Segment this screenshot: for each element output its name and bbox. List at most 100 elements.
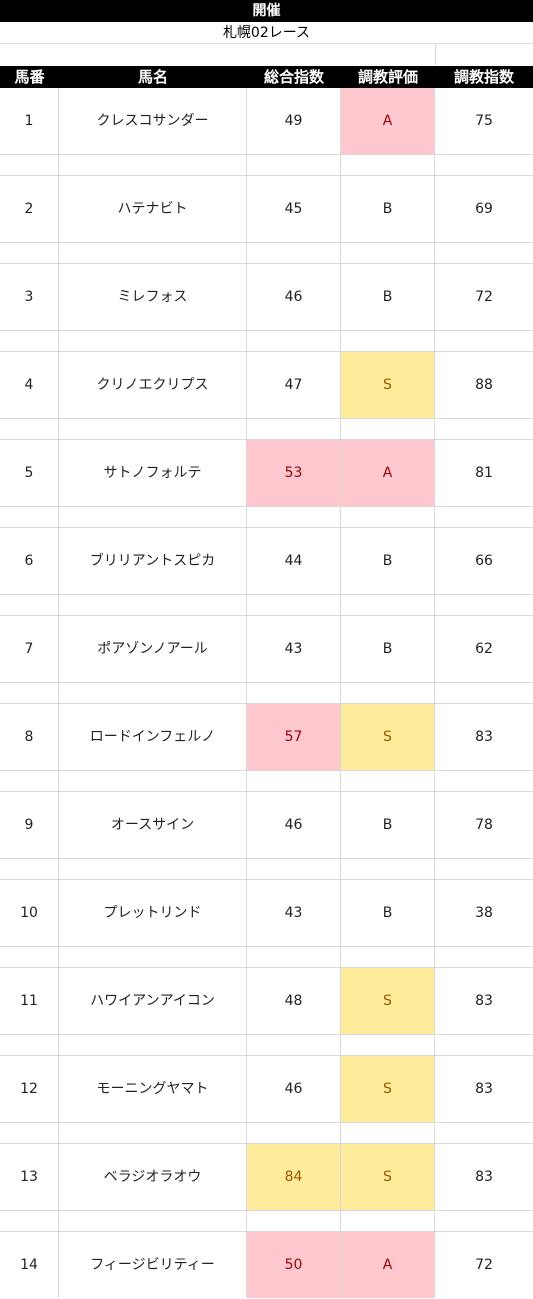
spacer-row xyxy=(0,946,533,968)
training-rating-cell: B xyxy=(341,264,435,330)
header-training-rating: 調教評価 xyxy=(357,68,418,86)
training-index-cell: 66 xyxy=(475,553,493,569)
header-training-index: 調教指数 xyxy=(453,68,514,86)
spacer-row xyxy=(0,682,533,704)
horse-number-cell: 12 xyxy=(0,1056,59,1122)
table-row: 1 クレスコサンダー 49 A 75 xyxy=(0,88,533,154)
table-row: 11 ハワイアンアイコン 48 S 83 xyxy=(0,968,533,1034)
total-index-cell: 47 xyxy=(247,352,341,418)
horse-number-cell: 6 xyxy=(0,528,59,594)
total-index-cell: 44 xyxy=(247,528,341,594)
total-index-cell: 48 xyxy=(247,968,341,1034)
horse-number-cell: 1 xyxy=(0,88,59,154)
spacer-row xyxy=(0,858,533,880)
training-index-cell: 38 xyxy=(475,905,493,921)
training-index-cell: 83 xyxy=(475,1169,493,1185)
horse-number-cell: 11 xyxy=(0,968,59,1034)
training-index-cell: 81 xyxy=(475,465,493,481)
total-index-cell: 53 xyxy=(247,440,341,506)
horse-name-cell: ロードインフェルノ xyxy=(59,704,247,770)
horse-name-cell: ハワイアンアイコン xyxy=(59,968,247,1034)
horse-name-cell: フィージビリティー xyxy=(59,1232,247,1298)
spacer-row xyxy=(0,418,533,440)
horse-name-cell: ベラジオラオウ xyxy=(59,1144,247,1210)
horse-name-cell: クリノエクリプス xyxy=(59,352,247,418)
table-body: 1 クレスコサンダー 49 A 75 2 ハテナビト 45 B 69 3 ミレフォス 46 B 72 4 クリノ… xyxy=(0,88,533,1298)
horse-name-cell: ポアゾンノアール xyxy=(59,616,247,682)
table-row: 6 ブリリアントスピカ 44 B 66 xyxy=(0,528,533,594)
total-index-cell: 50 xyxy=(247,1232,341,1298)
horse-number-cell: 2 xyxy=(0,176,59,242)
total-index-cell: 46 xyxy=(247,792,341,858)
horse-number-cell: 5 xyxy=(0,440,59,506)
spacer-row xyxy=(0,506,533,528)
training-rating-cell: A xyxy=(341,440,435,506)
table-row: 4 クリノエクリプス 47 S 88 xyxy=(0,352,533,418)
table-row: 14 フィージビリティー 50 A 72 xyxy=(0,1232,533,1298)
spacer-row xyxy=(0,154,533,176)
race-name: 札幌02レース xyxy=(0,22,533,44)
header-row: 馬番 馬名 総合指数 調教評価 調教指数 xyxy=(0,66,533,88)
horse-number-cell: 13 xyxy=(0,1144,59,1210)
training-index-cell: 69 xyxy=(475,201,493,217)
header-horse-number: 馬番 xyxy=(14,68,45,86)
training-rating-cell: B xyxy=(341,528,435,594)
training-index-cell: 83 xyxy=(475,993,493,1009)
training-index-cell: 78 xyxy=(475,817,493,833)
horse-name-cell: ミレフォス xyxy=(59,264,247,330)
training-rating-cell: B xyxy=(341,880,435,946)
horse-name-cell: クレスコサンダー xyxy=(59,88,247,154)
total-index-cell: 46 xyxy=(247,1056,341,1122)
training-rating-cell: S xyxy=(341,1056,435,1122)
training-rating-cell: B xyxy=(341,792,435,858)
horse-name-cell: サトノフォルテ xyxy=(59,440,247,506)
horse-name-cell: モーニングヤマト xyxy=(59,1056,247,1122)
training-rating-cell: S xyxy=(341,968,435,1034)
spacer-row xyxy=(0,770,533,792)
horse-number-cell: 7 xyxy=(0,616,59,682)
training-rating-cell: S xyxy=(341,1144,435,1210)
horse-name-cell: オースサイン xyxy=(59,792,247,858)
training-index-cell: 72 xyxy=(475,289,493,305)
horse-number-cell: 9 xyxy=(0,792,59,858)
training-rating-cell: S xyxy=(341,704,435,770)
table-row: 13 ベラジオラオウ 84 S 83 xyxy=(0,1144,533,1210)
training-rating-cell: A xyxy=(341,88,435,154)
horse-number-cell: 14 xyxy=(0,1232,59,1298)
spacer-row xyxy=(0,330,533,352)
training-index-cell: 62 xyxy=(475,641,493,657)
table-row: 8 ロードインフェルノ 57 S 83 xyxy=(0,704,533,770)
total-index-cell: 84 xyxy=(247,1144,341,1210)
table-row: 12 モーニングヤマト 46 S 83 xyxy=(0,1056,533,1122)
training-index-cell: 75 xyxy=(475,113,493,129)
spacer-row xyxy=(0,594,533,616)
horse-number-cell: 3 xyxy=(0,264,59,330)
training-rating-cell: B xyxy=(341,176,435,242)
table-row: 5 サトノフォルテ 53 A 81 xyxy=(0,440,533,506)
training-index-cell: 88 xyxy=(475,377,493,393)
horse-number-cell: 4 xyxy=(0,352,59,418)
table-row: 9 オースサイン 46 B 78 xyxy=(0,792,533,858)
total-index-cell: 49 xyxy=(247,88,341,154)
training-rating-cell: A xyxy=(341,1232,435,1298)
table-row: 3 ミレフォス 46 B 72 xyxy=(0,264,533,330)
table-row: 10 プレットリンド 43 B 38 xyxy=(0,880,533,946)
horse-name-cell: ハテナビト xyxy=(59,176,247,242)
horse-name-cell: ブリリアントスピカ xyxy=(59,528,247,594)
horse-number-cell: 8 xyxy=(0,704,59,770)
spacer-row xyxy=(0,1034,533,1056)
sheet-title: 開催 xyxy=(0,0,533,22)
table-row: 7 ポアゾンノアール 43 B 62 xyxy=(0,616,533,682)
training-index-cell: 83 xyxy=(475,729,493,745)
total-index-cell: 45 xyxy=(247,176,341,242)
horse-name-cell: プレットリンド xyxy=(59,880,247,946)
horse-number-cell: 10 xyxy=(0,880,59,946)
spacer-row xyxy=(0,44,533,66)
total-index-cell: 43 xyxy=(247,880,341,946)
total-index-cell: 57 xyxy=(247,704,341,770)
total-index-cell: 46 xyxy=(247,264,341,330)
spacer-row xyxy=(0,242,533,264)
training-index-cell: 83 xyxy=(475,1081,493,1097)
header-total-index: 総合指数 xyxy=(263,68,324,86)
